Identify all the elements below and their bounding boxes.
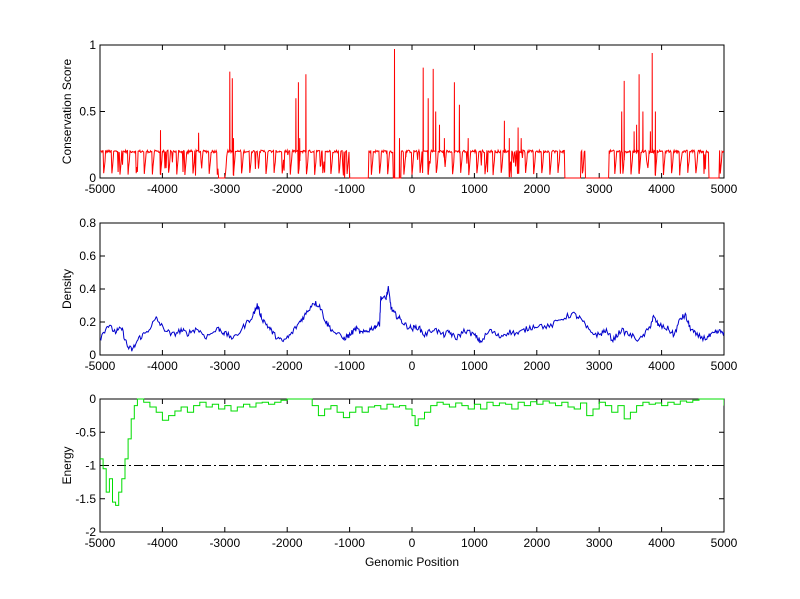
x-tick-label: 5000 [711, 359, 738, 373]
x-tick-label: -1000 [334, 536, 365, 550]
x-tick-label: 4000 [648, 182, 675, 196]
x-tick-label: 1000 [461, 182, 488, 196]
x-tick-label: -4000 [147, 182, 178, 196]
conservation-series-line [100, 48, 724, 179]
x-tick-label: 5000 [711, 182, 738, 196]
x-tick-label: -2000 [272, 359, 303, 373]
y-tick-label: 0 [89, 348, 96, 362]
x-tick-label: -2000 [272, 536, 303, 550]
y-tick-label: -0.5 [75, 425, 96, 439]
x-tick-label: -3000 [209, 536, 240, 550]
y-tick-label: 0.5 [79, 105, 96, 119]
x-tick-label: 2000 [523, 359, 550, 373]
y-tick-label: 0.6 [79, 249, 96, 263]
x-tick-label: -5000 [85, 182, 116, 196]
x-tick-label: 1000 [461, 536, 488, 550]
x-tick-label: 2000 [523, 536, 550, 550]
y-tick-label: 0.2 [79, 315, 96, 329]
x-tick-label: -3000 [209, 359, 240, 373]
conservation-panel: -5000 -4000 -3000 -2000 -1000 0 1000 2000 3000 40… [60, 38, 738, 196]
x-tick-label: 5000 [711, 536, 738, 550]
x-tick-label: 0 [409, 182, 416, 196]
energy-y-axis-label: Energy [60, 446, 74, 484]
density-series-line [100, 286, 724, 352]
x-tick-label: -1000 [334, 359, 365, 373]
energy-panel: -5000 -4000 -3000 -2000 -1000 0 1000 2000 3000 40… [60, 392, 738, 550]
y-tick-label: -1 [85, 459, 96, 473]
y-tick-label: 0 [89, 171, 96, 185]
x-tick-label: 0 [409, 536, 416, 550]
x-tick-label: -5000 [85, 536, 116, 550]
y-tick-label: 0.8 [79, 216, 96, 230]
energy-series-line [100, 398, 724, 506]
x-tick-label: 3000 [586, 536, 613, 550]
conservation-y-axis-label: Conservation Score [60, 58, 74, 164]
y-tick-label: 1 [89, 38, 96, 52]
x-tick-label: -1000 [334, 182, 365, 196]
x-tick-label: 3000 [586, 359, 613, 373]
x-tick-label: 2000 [523, 182, 550, 196]
x-tick-label: -4000 [147, 359, 178, 373]
y-tick-label: 0.4 [79, 282, 96, 296]
y-tick-label: -1.5 [75, 492, 96, 506]
y-tick-label: -2 [85, 525, 96, 539]
x-tick-label: 1000 [461, 359, 488, 373]
x-axis-label: Genomic Position [365, 555, 459, 569]
x-tick-label: -5000 [85, 359, 116, 373]
x-tick-label: -3000 [209, 182, 240, 196]
x-tick-label: 4000 [648, 536, 675, 550]
x-tick-label: 4000 [648, 359, 675, 373]
x-tick-label: 0 [409, 359, 416, 373]
x-tick-label: -4000 [147, 536, 178, 550]
density-y-axis-label: Density [60, 269, 74, 309]
y-tick-label: 0 [89, 392, 96, 406]
x-tick-label: 3000 [586, 182, 613, 196]
density-axes-box [99, 222, 725, 356]
density-panel: -5000 -4000 -3000 -2000 -1000 0 1000 2000 3000 40… [60, 216, 738, 373]
x-tick-label: -2000 [272, 182, 303, 196]
